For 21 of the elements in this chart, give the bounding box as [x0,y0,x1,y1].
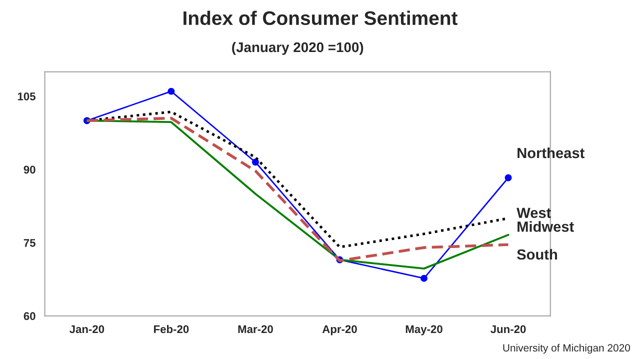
y-tick-label: 90 [24,166,36,174]
point [504,174,512,182]
series-label: Midwest [518,221,574,232]
point [252,158,259,166]
x-tick-label: Feb-20 [154,324,189,334]
point [420,274,428,282]
x-tick-label: Jan-20 [70,325,104,334]
x-tick-label: Apr-20 [322,325,357,336]
series-label: Northeast [518,147,584,158]
chart-subtitle: (January 2020 =100) [232,42,364,55]
point [168,88,175,95]
x-tick-label: Mar-20 [238,325,273,334]
chart-title: Index of Consumer Sentiment [184,10,458,26]
y-tick-label: 105 [18,92,36,100]
x-tick-label: Jun-20 [490,325,526,334]
series-label: South [517,248,558,260]
y-tick-label: 60 [24,312,36,320]
text: University of Michigan 2020 [503,344,630,354]
series-label: West [516,208,552,218]
x-tick-label: May-20 [406,325,442,336]
y-tick-label: 75 [24,239,36,247]
